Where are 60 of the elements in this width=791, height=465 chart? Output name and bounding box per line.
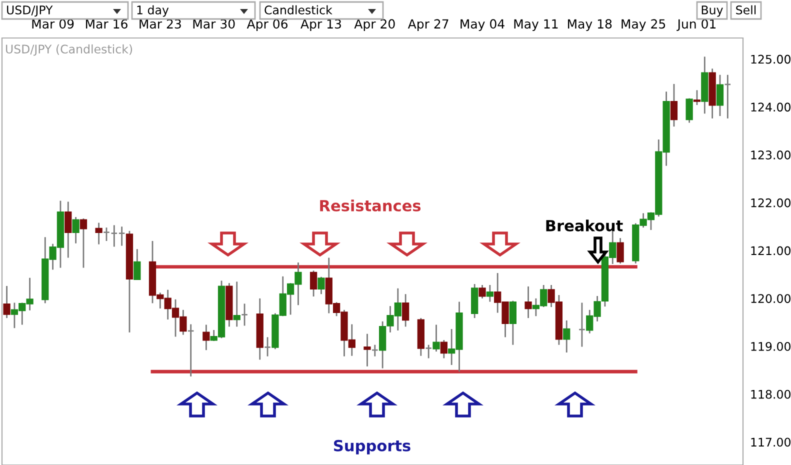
candlestick — [318, 276, 325, 295]
annotation: Supports — [334, 440, 410, 454]
text: Candlestick — [264, 5, 332, 14]
y-tick-label: 119.00 — [751, 342, 790, 351]
candlestick — [3, 285, 10, 319]
candlestick — [72, 216, 80, 244]
annotation: Breakout — [546, 220, 623, 232]
candlestick — [440, 339, 448, 359]
candlestick — [693, 89, 701, 106]
text: Sell — [736, 5, 756, 14]
text: USD/JPY (Candlestick) — [6, 44, 132, 56]
text: USD/JPY — [7, 5, 53, 17]
x-tick-label: Apr 20 — [354, 19, 395, 32]
x-tick-label: Apr 06 — [246, 19, 288, 32]
y-tick-label: 122.00 — [751, 198, 790, 208]
candlestick — [524, 286, 532, 319]
annotation: Resistances — [320, 200, 421, 212]
candlestick — [686, 98, 693, 124]
candlestick — [486, 284, 494, 302]
candlestick — [478, 284, 486, 300]
candlestick — [425, 344, 432, 359]
y-tick-label: 118.00 — [751, 390, 790, 399]
x-tick-label: Mar 30 — [193, 19, 235, 29]
candlestick — [371, 344, 378, 358]
y-tick-label: 124.00 — [751, 102, 790, 112]
candlestick — [616, 237, 624, 264]
text: Buy — [702, 6, 723, 17]
candlestick — [80, 218, 88, 268]
x-tick-label: Jun 01 — [676, 19, 716, 31]
candlestick — [724, 74, 732, 120]
candlestick — [402, 293, 410, 328]
x-tick-label: May 04 — [460, 19, 504, 32]
candlestick — [670, 83, 678, 128]
y-tick-label: 125.00 — [751, 54, 790, 64]
x-tick-label: May 25 — [622, 19, 666, 32]
y-tick-label: 123.00 — [751, 150, 790, 160]
y-tick-label: 121.00 — [751, 246, 790, 256]
x-tick-label: Mar 23 — [140, 19, 181, 29]
candlestick — [118, 226, 126, 246]
candlestick — [240, 302, 248, 326]
x-tick-label: May 11 — [514, 19, 558, 32]
y-tick-label: 117.00 — [751, 438, 790, 447]
candlestick — [264, 336, 272, 358]
candlestick — [310, 270, 318, 298]
candlestick — [187, 324, 194, 378]
text: 1 day — [137, 5, 169, 17]
x-tick-label: May 18 — [568, 19, 612, 32]
candlestick — [134, 248, 141, 280]
candlestick — [578, 302, 586, 348]
y-tick-label: 120.00 — [751, 294, 790, 304]
candlestick — [202, 324, 210, 351]
x-tick-label: Mar 16 — [86, 19, 128, 29]
candlestick — [110, 224, 118, 248]
candlestick — [102, 226, 110, 242]
candlestick — [563, 320, 570, 354]
candlestick — [64, 201, 72, 258]
x-tick-label: Mar 09 — [32, 19, 74, 29]
candlestick — [509, 300, 517, 346]
x-tick-label: Apr 27 — [408, 19, 448, 32]
x-tick-label: Apr 13 — [300, 19, 341, 32]
